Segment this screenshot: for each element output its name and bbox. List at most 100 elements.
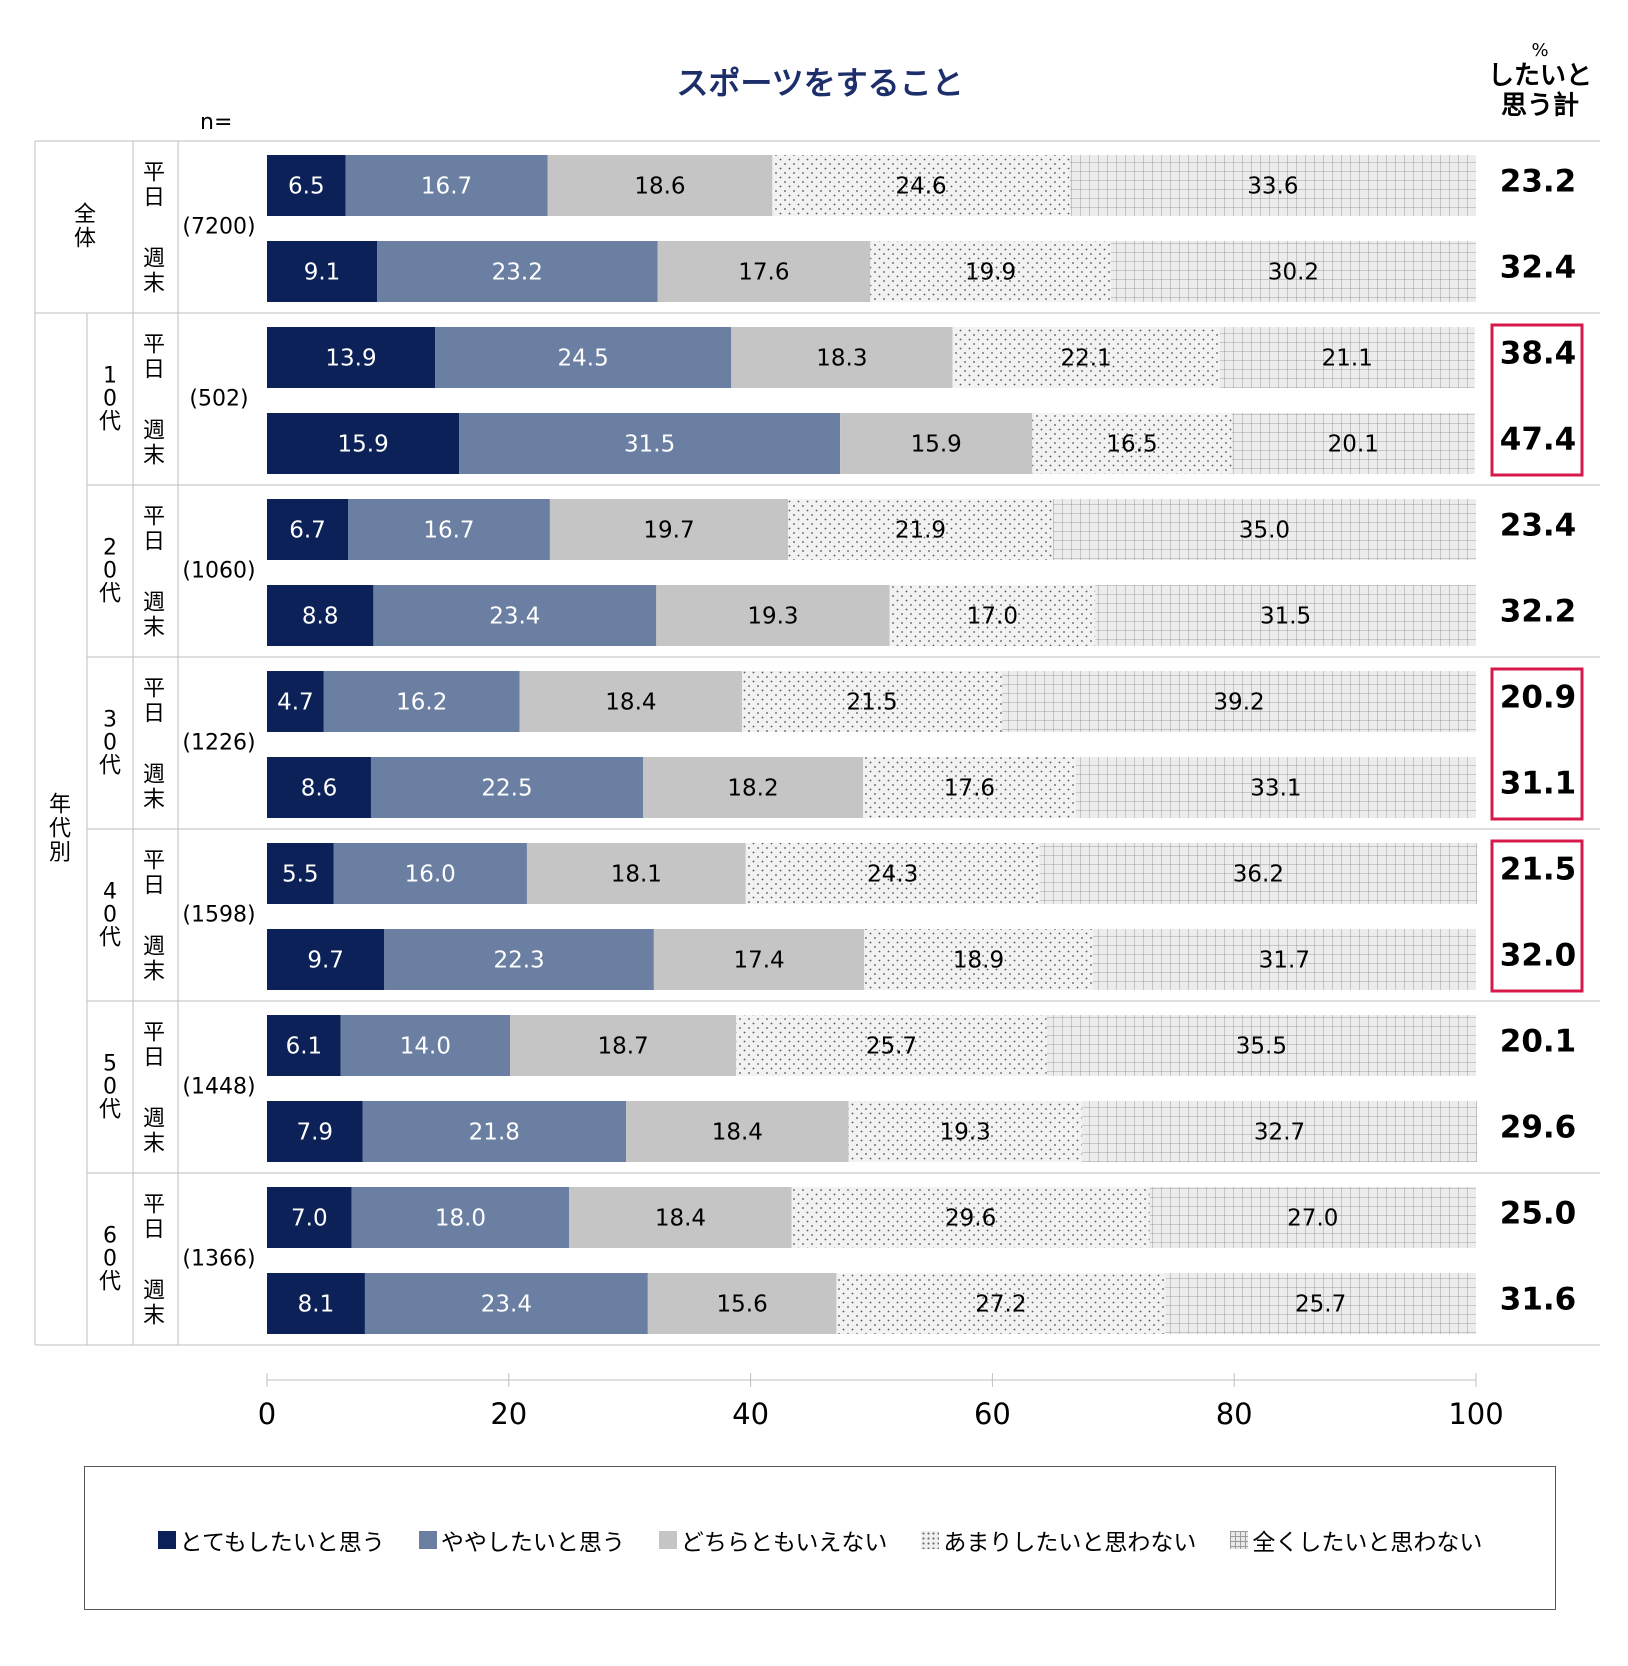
bar-segment [267,585,374,646]
x-tick-label: 80 [1216,1397,1253,1431]
bar-segment [1110,241,1476,302]
group-label: 0 [103,903,117,928]
bar-segment [653,929,865,990]
bar-value-label: 19.7 [643,518,694,544]
bar-segment [547,155,773,216]
bar-value-label: 24.6 [895,174,946,200]
bar-segment [267,241,378,302]
bar-value-label: 27.2 [975,1292,1026,1318]
group-label: 代 [99,926,121,951]
bar-segment [1069,155,1476,216]
bar-segment [1149,1187,1476,1248]
bar-value-label: 18.4 [655,1206,706,1232]
bar-value-label: 8.8 [302,604,339,630]
bar-segment [1165,1273,1476,1334]
bar-value-label: 15.6 [717,1292,768,1318]
day-label: 週 [143,935,165,960]
bar-value-label: 4.7 [277,690,314,716]
bar-value-label: 17.6 [944,776,995,802]
total-value: 32.2 [1500,594,1577,630]
bar-segment [1231,413,1475,474]
bar-value-label: 22.3 [493,948,544,974]
bar-value-label: 32.7 [1254,1120,1305,1146]
total-value: 31.1 [1500,766,1577,802]
legend-label: とてもしたいと思う [179,1530,385,1556]
legend-row: とてもしたいと思う ややしたいと思う どちらともいえない あまりしたいと思わない 全くし… [85,1523,1555,1557]
bar-segment [1092,929,1476,990]
legend-swatch [658,1531,677,1549]
bar-value-label: 16.0 [405,862,456,888]
bar-value-label: 8.1 [298,1292,335,1318]
bar-value-label: 16.7 [423,518,474,544]
day-label: 日 [143,1046,165,1071]
bar-segment [267,843,334,904]
bar-value-label: 25.7 [866,1034,917,1060]
bar-value-label: 18.4 [605,690,656,716]
day-label: 日 [143,874,165,899]
bar-segment [1095,585,1476,646]
day-label: 日 [143,702,165,727]
bar-segment [864,929,1093,990]
bar-value-label: 7.0 [291,1206,328,1232]
group-label: 0 [103,1247,117,1272]
day-label: 末 [143,444,165,469]
total-value: 31.6 [1500,1282,1577,1318]
legend-label: あまりしたいと思わない [943,1530,1197,1556]
group-label: 代 [99,1270,121,1295]
bar-value-label: 33.6 [1247,174,1298,200]
bar-segment [267,327,436,388]
total-value: 21.5 [1500,852,1577,888]
bar-segment [569,1187,792,1248]
total-value: 47.4 [1500,422,1577,458]
bar-segment [340,1015,511,1076]
day-label: 末 [143,788,165,813]
day-label: 日 [143,1218,165,1243]
legend-item: ややしたいと思う [418,1523,625,1557]
bar-value-label: 16.2 [396,690,447,716]
bar-value-label: 18.4 [712,1120,763,1146]
bar-value-label: 6.7 [289,518,326,544]
bar-segment [519,671,743,732]
bar-segment [952,327,1220,388]
bar-value-label: 27.0 [1287,1206,1338,1232]
legend-swatch [921,1531,940,1549]
bar-value-label: 21.1 [1322,346,1373,372]
bar-segment [373,585,657,646]
bar-segment [742,671,1003,732]
highlight-box [1490,323,1584,477]
day-label: 末 [143,1304,165,1329]
bar-value-label: 6.5 [288,174,325,200]
legend: とてもしたいと思う ややしたいと思う どちらともいえない あまりしたいと思わない 全くし… [84,1466,1556,1610]
bar-segment [267,671,324,732]
legend-item: とてもしたいと思う [157,1523,385,1557]
bar-value-label: 30.2 [1268,260,1319,286]
total-value: 23.2 [1500,164,1577,200]
bar-segment [345,155,548,216]
n-label: n= [200,110,233,135]
bar-segment [549,499,789,560]
summary-header-line2: 思う計 [1500,91,1579,121]
bar-segment [1032,413,1232,474]
bar-segment [370,757,643,818]
bar-value-label: 17.0 [967,604,1018,630]
legend-label: どちらともいえない [680,1530,888,1556]
bar-segment [642,757,864,818]
bar-segment [1075,757,1476,818]
legend-item: 全くしたいと思わない [1230,1523,1482,1557]
group-label: 3 [103,708,117,733]
bar-value-label: 35.5 [1236,1034,1287,1060]
bar-segment [656,585,890,646]
bar-segment [1002,671,1476,732]
bar-segment [267,1015,341,1076]
group-label: 6 [103,1224,117,1249]
bar-segment [791,1187,1150,1248]
bar-value-label: 31.7 [1259,948,1310,974]
bar-value-label: 15.9 [338,432,389,458]
bar-segment [267,413,460,474]
bar-value-label: 19.3 [940,1120,991,1146]
bar-value-label: 9.1 [304,260,341,286]
day-label: 平 [143,677,165,702]
bar-value-label: 22.5 [481,776,532,802]
bar-segment [267,1273,365,1334]
bar-segment [1052,499,1476,560]
